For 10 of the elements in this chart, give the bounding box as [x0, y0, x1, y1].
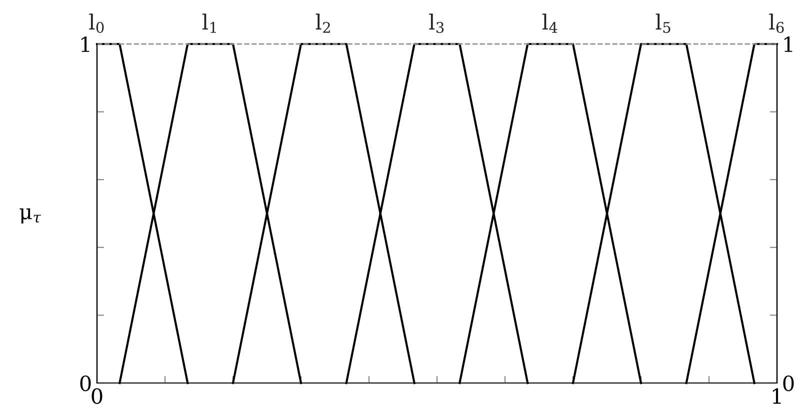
series-label: l$_{6}$ [769, 14, 784, 33]
series-label: l$_{1}$ [202, 14, 216, 33]
series-label: l$_{3}$ [429, 14, 444, 33]
series-label: l$_{0}$ [89, 14, 104, 33]
series-label: l$_{2}$ [316, 14, 330, 33]
y2-tick-label: 0 [783, 375, 794, 392]
y2-tick-label: 1 [784, 36, 792, 52]
series-label: l$_{4}$ [542, 14, 558, 33]
series-label: l$_{5}$ [656, 14, 670, 33]
y-axis-title: μ$_{τ}$ [20, 208, 42, 224]
